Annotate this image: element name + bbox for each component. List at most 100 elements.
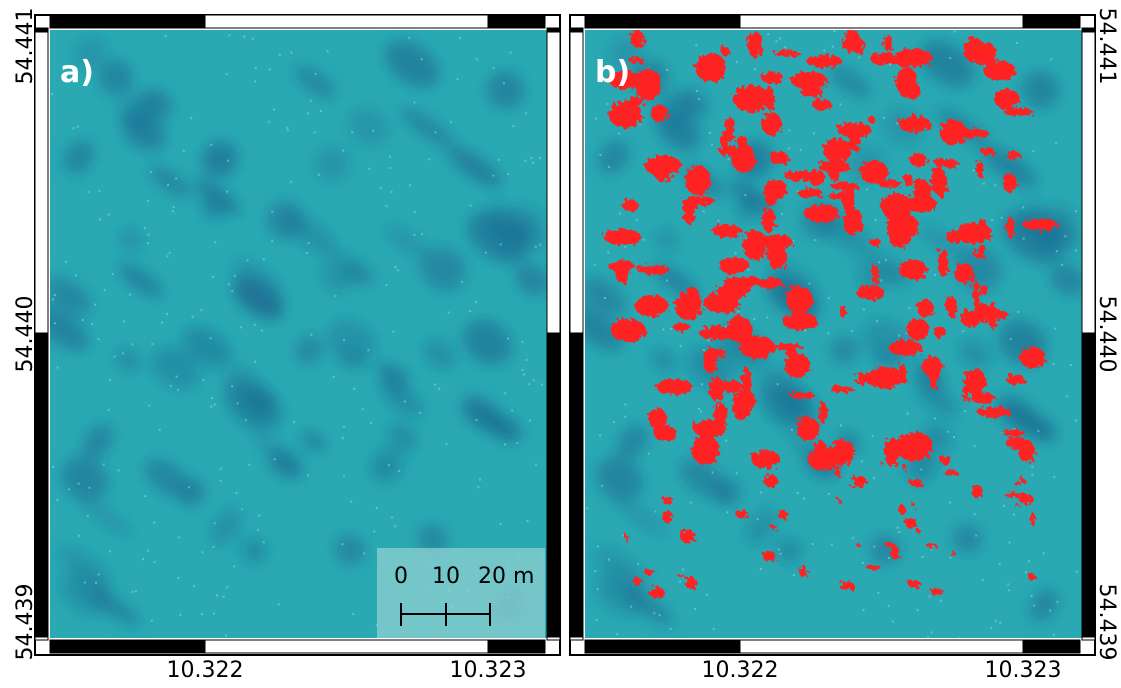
speckle	[725, 440, 727, 442]
speckle	[760, 568, 762, 570]
speckle	[65, 261, 67, 263]
speckle	[142, 558, 144, 560]
scale-bar-box	[377, 548, 545, 638]
speckle	[109, 550, 111, 552]
red-patch	[747, 31, 763, 57]
speckle	[457, 78, 459, 80]
border-segment	[570, 637, 583, 640]
speckle	[269, 68, 271, 70]
speckle	[212, 546, 214, 548]
speckle	[862, 609, 864, 611]
speckle	[679, 581, 681, 583]
speckle	[341, 543, 343, 545]
speckle	[343, 339, 345, 341]
speckle	[991, 219, 993, 221]
speckle	[226, 73, 228, 75]
red-patch	[894, 221, 904, 242]
speckle	[892, 621, 894, 623]
speckle	[179, 614, 181, 616]
speckle	[736, 61, 738, 63]
speckle	[700, 410, 702, 412]
red-patch	[782, 313, 818, 330]
speckle	[670, 628, 672, 630]
speckle	[476, 58, 478, 60]
speckle	[477, 486, 479, 488]
speckle	[279, 54, 281, 56]
speckle	[1022, 206, 1024, 208]
speckle	[908, 307, 910, 309]
speckle	[397, 269, 399, 271]
speckle	[389, 156, 391, 158]
speckle	[131, 591, 133, 593]
speckle	[507, 173, 509, 175]
red-patch	[907, 318, 929, 340]
speckle	[84, 582, 86, 584]
speckle	[953, 436, 955, 438]
speckle	[828, 297, 830, 299]
speckle	[788, 129, 790, 131]
speckle	[973, 169, 975, 171]
red-patch	[609, 101, 642, 128]
speckle	[72, 127, 74, 129]
red-patch	[857, 286, 885, 300]
speckle	[109, 379, 111, 381]
red-patch	[764, 180, 778, 206]
speckle	[231, 385, 233, 387]
border-segment	[1082, 28, 1095, 32]
speckle	[931, 632, 933, 634]
speckle	[828, 493, 830, 495]
speckle	[654, 510, 656, 512]
speckle	[767, 33, 769, 35]
speckle	[421, 233, 423, 235]
speckle	[512, 125, 514, 127]
speckle	[459, 37, 461, 39]
speckle	[711, 144, 713, 146]
speckle	[1054, 328, 1056, 330]
speckle	[703, 210, 705, 212]
speckle	[129, 294, 131, 296]
speckle	[177, 577, 179, 579]
speckle	[873, 477, 875, 479]
speckle	[510, 52, 512, 54]
lon-tick-label: 10.323	[450, 658, 527, 683]
speckle	[983, 183, 985, 185]
speckle	[263, 541, 265, 543]
speckle	[1007, 583, 1009, 585]
red-patch	[904, 174, 914, 187]
speckle	[1053, 476, 1055, 478]
speckle	[852, 537, 854, 539]
speckle	[1049, 610, 1051, 612]
speckle	[523, 373, 525, 375]
red-patch	[786, 287, 814, 314]
speckle	[220, 480, 222, 482]
speckle	[413, 234, 415, 236]
speckle	[107, 213, 109, 215]
speckle	[833, 30, 835, 32]
red-patch	[693, 420, 726, 437]
speckle	[504, 392, 506, 394]
speckle	[172, 210, 174, 212]
red-patch	[964, 38, 984, 62]
speckle	[95, 582, 97, 584]
red-patch	[892, 59, 927, 67]
speckle	[151, 620, 153, 622]
speckle	[1031, 595, 1033, 597]
speckle	[599, 434, 601, 436]
speckle	[666, 69, 668, 71]
speckle	[414, 211, 416, 213]
speckle	[261, 330, 263, 332]
speckle	[177, 389, 179, 391]
speckle	[306, 252, 308, 254]
red-patch	[928, 362, 939, 389]
speckle	[254, 361, 256, 363]
red-patch	[974, 250, 985, 259]
scale-label: 10	[432, 564, 460, 589]
red-patch	[903, 465, 907, 471]
speckle	[240, 326, 242, 328]
speckle	[475, 301, 477, 303]
speckle	[778, 549, 780, 551]
red-patch	[803, 75, 815, 83]
speckle	[745, 194, 747, 196]
red-patch	[680, 530, 695, 543]
red-patch	[915, 529, 921, 535]
